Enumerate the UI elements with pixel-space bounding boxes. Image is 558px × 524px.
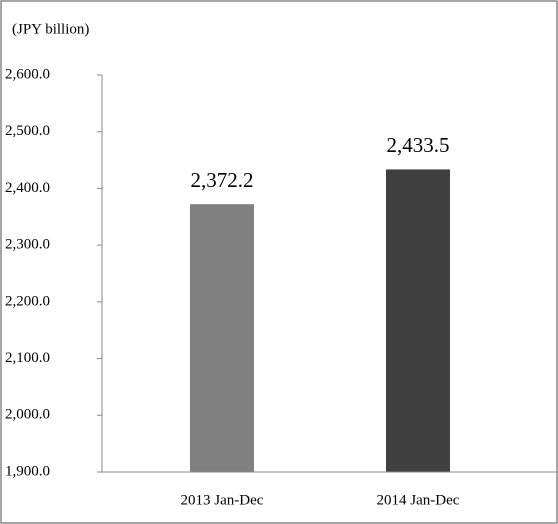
y-tick-label: 2,500.0 [5,123,50,139]
y-tick-label: 2,200.0 [5,293,50,309]
y-tick-label: 2,100.0 [5,350,50,366]
value-label: 2,372.2 [191,168,254,192]
y-tick-label: 2,000.0 [5,407,50,423]
y-tick-label: 2,300.0 [5,237,50,253]
y-tick-label: 1,900.0 [5,463,50,479]
bar [190,204,254,473]
y-tick-label: 2,600.0 [5,66,50,82]
value-label: 2,433.5 [387,133,450,157]
bar [386,169,450,472]
x-tick-label: 2014 Jan-Dec [377,492,460,508]
x-tick-label: 2013 Jan-Dec [181,492,264,508]
y-tick-label: 2,400.0 [5,180,50,196]
unit-label: (JPY billion) [12,21,89,37]
